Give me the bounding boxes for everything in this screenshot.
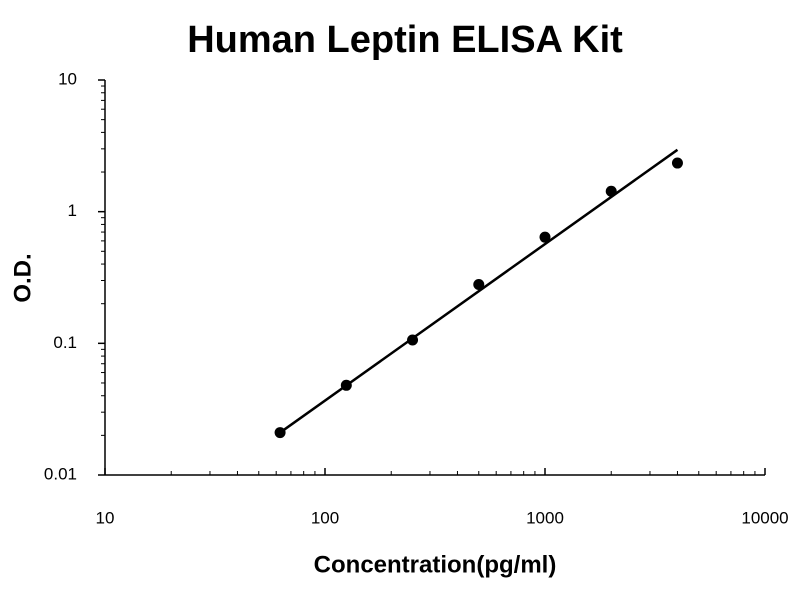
y-axis-label: O.D. [9,253,36,302]
y-tick-label: 0.01 [44,464,77,483]
data-point [539,231,551,243]
x-tick-label: 100 [311,508,339,527]
x-tick-label: 1000 [526,508,564,527]
x-tick-label: 10 [96,508,115,527]
data-point [340,379,352,391]
data-point [671,157,683,169]
x-axis-label: Concentration(pg/ml) [314,551,557,578]
data-point [274,427,286,439]
chart-title: Human Leptin ELISA Kit [187,19,623,61]
y-tick-label: 0.1 [53,333,77,352]
data-point [473,278,485,290]
y-tick-label: 1 [68,201,77,220]
data-point [605,185,617,197]
trendline [279,148,679,434]
x-tick-label: 10000 [741,508,788,527]
data-point [407,334,419,346]
y-tick-label: 10 [58,69,77,88]
